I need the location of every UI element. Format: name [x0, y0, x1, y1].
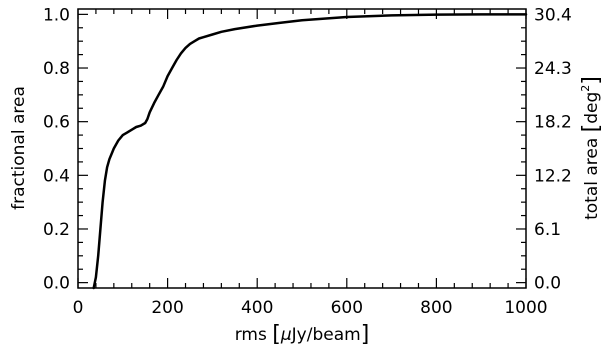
y2-tick-label: 30.4 — [534, 5, 572, 25]
y2-tick-label: 12.2 — [534, 166, 572, 186]
y-tick-label: 1.0 — [43, 5, 70, 25]
plot-frame — [77, 8, 527, 289]
y-tick-label: 0.2 — [43, 220, 70, 240]
y2-tick-label: 18.2 — [534, 113, 572, 133]
x-tick-label: 400 — [241, 298, 273, 318]
y2-tick-label: 0.0 — [534, 274, 561, 294]
y-tick-label: 0.8 — [43, 59, 70, 79]
x-tick-label: 0 — [73, 298, 84, 318]
y-tick-label: 0.6 — [43, 113, 70, 133]
y2-axis-title: total area [deg2] — [579, 76, 604, 220]
y-tick-label: 0.4 — [43, 166, 70, 186]
data-series-line — [92, 13, 528, 290]
y-tick-label: 0.0 — [43, 274, 70, 294]
x-axis-title: rms [μJy/beam] — [235, 322, 370, 347]
x-tick-label: 200 — [151, 298, 183, 318]
y-axis-title: fractional area — [9, 86, 29, 210]
y2-tick-label: 24.3 — [534, 59, 572, 79]
ticks-layer — [77, 9, 527, 288]
y2-tick-label: 6.1 — [534, 220, 561, 240]
x-tick-label: 800 — [420, 298, 452, 318]
tick-labels-layer: 0 200 400 600 800 1000 0.0 0.2 0.4 0.6 0.8 1.0 0.0 6.… — [43, 5, 572, 318]
x-tick-label: 600 — [331, 298, 363, 318]
x-tick-label: 1000 — [504, 298, 547, 318]
